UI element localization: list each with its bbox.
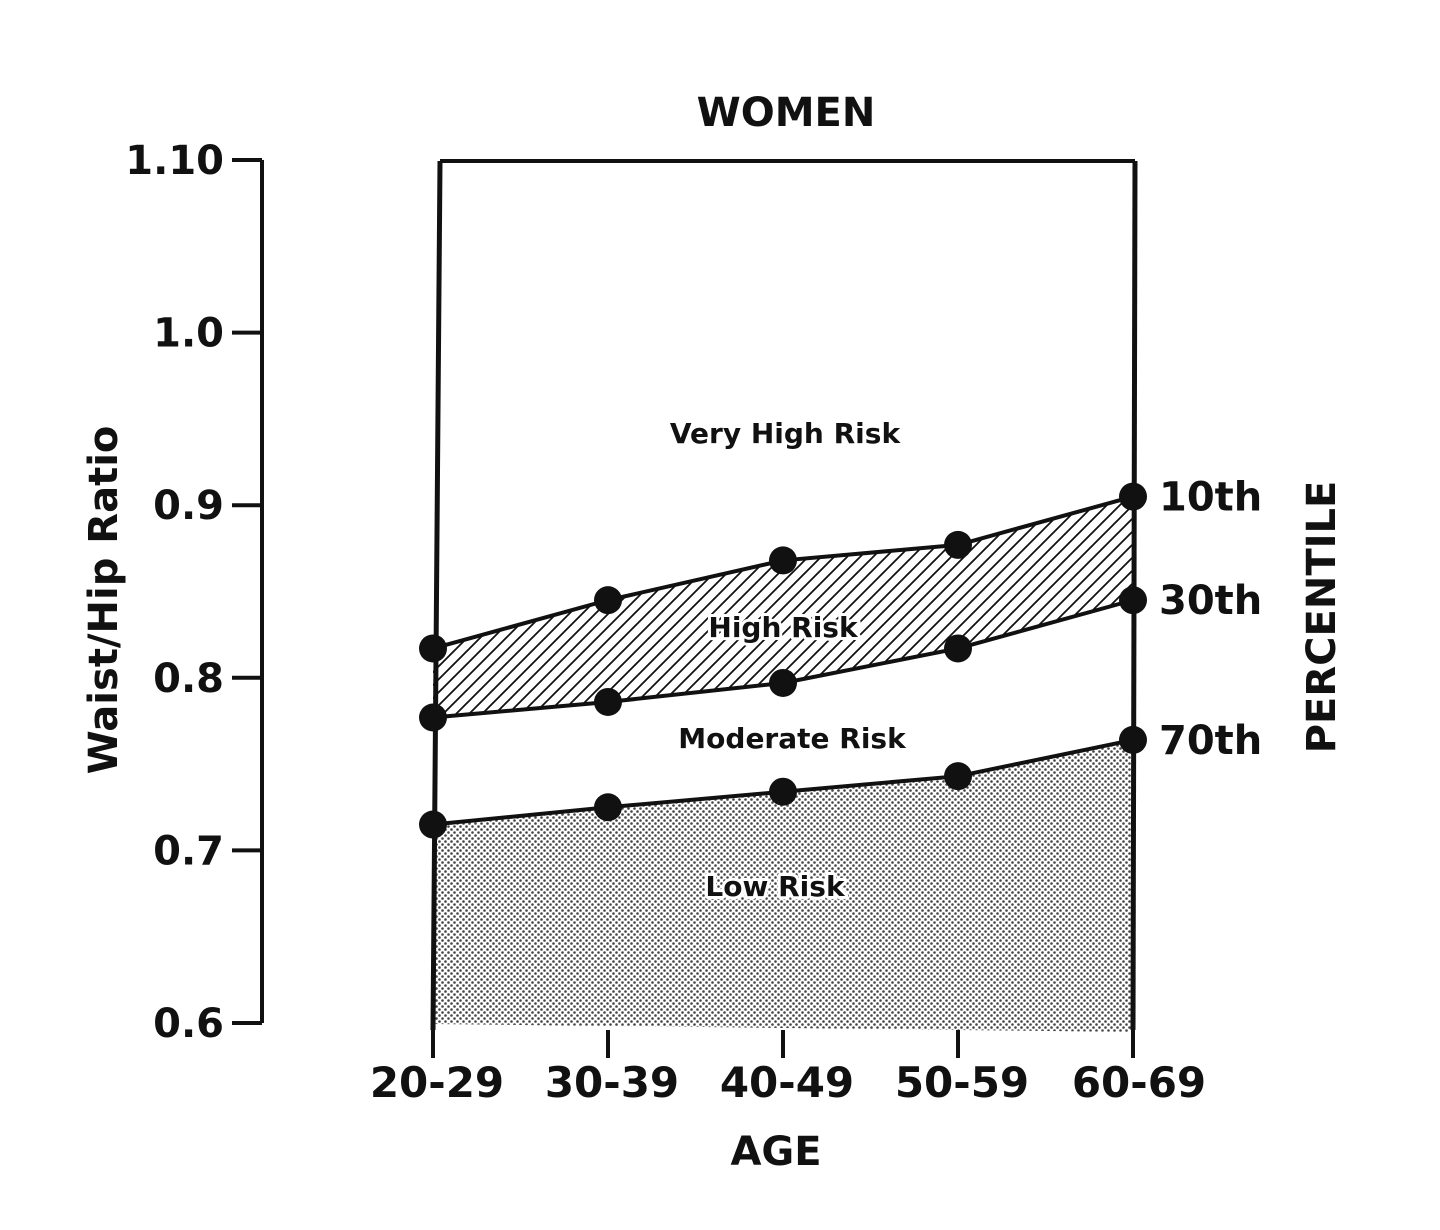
y-tick-label: 1.0 (153, 311, 224, 357)
percentile-label-70th: 70th (1159, 718, 1262, 764)
zone-label-very-high-risk: Very High Risk (670, 417, 902, 450)
data-point-10th-30-39 (594, 586, 622, 615)
data-point-10th-20-29 (419, 634, 447, 663)
percentile-axis-label: PERCENTILE (1299, 481, 1345, 754)
data-point-10th-50-59 (944, 530, 972, 559)
data-point-10th-40-49 (769, 546, 797, 575)
y-axis: 1.10 1.0 0.9 0.8 0.7 0.6 (125, 138, 264, 1047)
y-tick-label: 0.8 (153, 656, 224, 702)
data-point-70th-50-59 (944, 762, 972, 791)
zone-label-high-risk: High Risk (708, 611, 859, 644)
y-tick-label: 0.6 (153, 1001, 224, 1047)
y-axis-label: Waist/Hip Ratio (81, 426, 127, 775)
x-tick-label: 40-49 (720, 1058, 854, 1107)
zone-label-moderate-risk: Moderate Risk (678, 722, 907, 755)
data-point-30th-40-49 (769, 668, 797, 697)
x-axis-label: AGE (730, 1129, 821, 1175)
data-point-30th-20-29 (419, 703, 447, 732)
data-point-30th-60-69 (1119, 586, 1147, 615)
percentile-label-30th: 30th (1159, 578, 1262, 624)
zone-label-low-risk: Low Risk (705, 870, 846, 903)
data-point-30th-30-39 (594, 687, 622, 716)
plot-frame-left (430, 160, 443, 1031)
x-tick-label: 20-29 (370, 1058, 504, 1107)
chart-title: WOMEN (697, 90, 876, 136)
percentile-label-10th: 10th (1159, 475, 1262, 521)
x-tick-label: 30-39 (545, 1058, 679, 1107)
data-point-10th-60-69 (1119, 482, 1147, 511)
y-tick-label: 0.9 (153, 483, 224, 529)
x-tick-label: 50-59 (895, 1058, 1029, 1107)
x-tick-label: 60-69 (1072, 1058, 1206, 1107)
percentile-labels: 10th 30th 70th (1159, 475, 1262, 764)
data-point-70th-60-69 (1119, 725, 1147, 754)
data-point-70th-30-39 (594, 793, 622, 822)
data-point-70th-20-29 (419, 810, 447, 839)
data-point-70th-40-49 (769, 777, 797, 806)
zone-fills (433, 496, 1133, 1032)
x-ticks: 20-29 30-39 40-49 50-59 60-69 (370, 1030, 1206, 1107)
y-tick-label: 1.10 (125, 138, 224, 184)
y-tick-label: 0.7 (153, 828, 224, 874)
data-points (419, 482, 1147, 839)
y-ticks: 1.10 1.0 0.9 0.8 0.7 0.6 (125, 138, 262, 1047)
data-point-30th-50-59 (944, 634, 972, 663)
